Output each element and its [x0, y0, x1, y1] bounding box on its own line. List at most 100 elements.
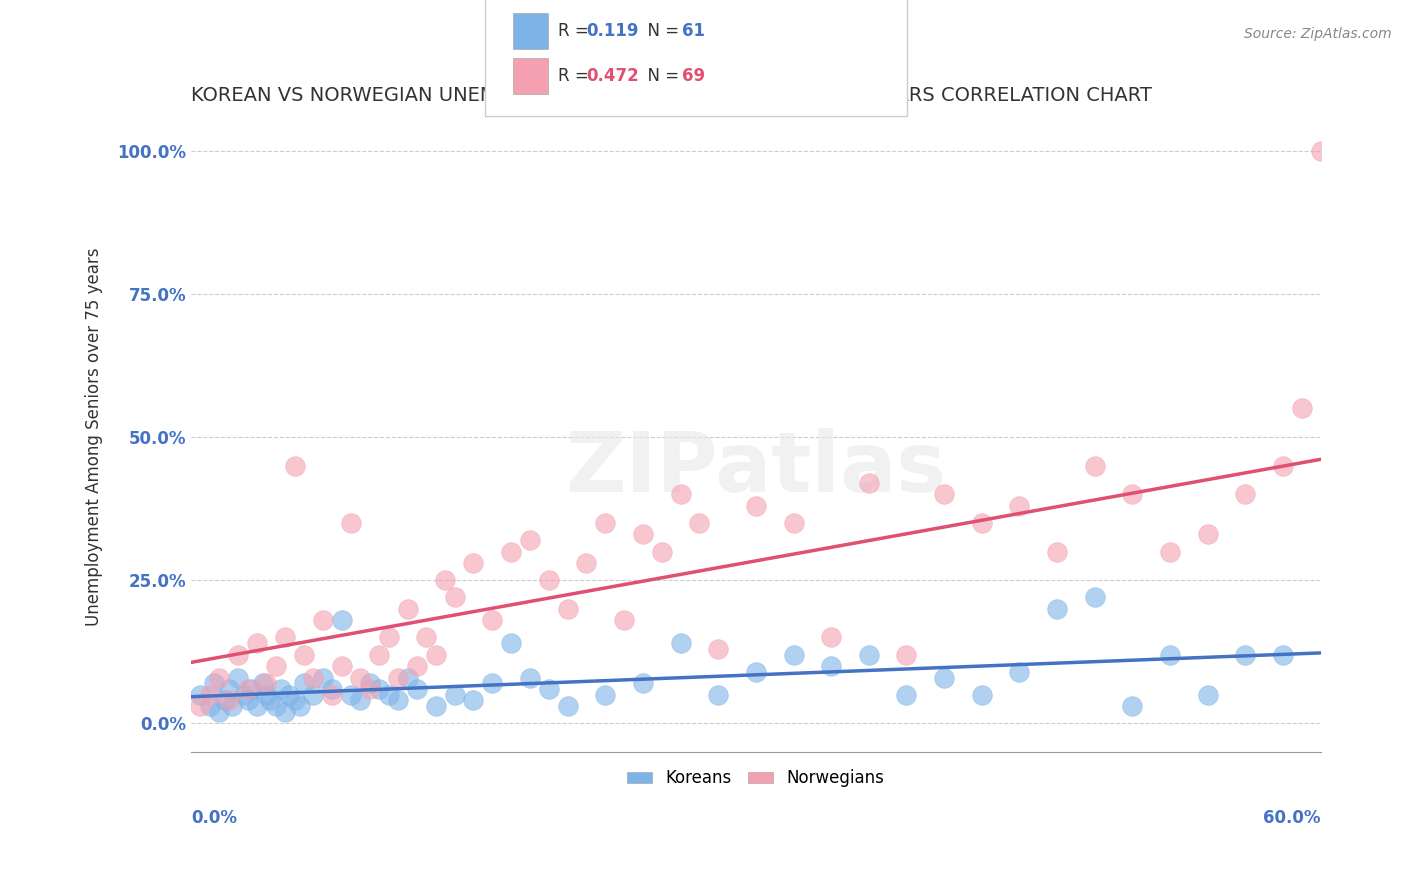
Point [501, 544, 523, 558]
Point [481, 676, 503, 690]
Point [1234, 487, 1257, 501]
Point [359, 681, 381, 696]
Point [425, 699, 447, 714]
Point [236, 693, 259, 707]
Point [226, 648, 249, 662]
Point [463, 693, 485, 707]
Point [820, 631, 842, 645]
Point [1385, 401, 1406, 416]
Point [557, 699, 579, 714]
Point [575, 556, 598, 570]
Point [387, 671, 409, 685]
Point [434, 573, 457, 587]
Text: ZIPatlas: ZIPatlas [565, 428, 946, 509]
Point [349, 693, 371, 707]
Point [302, 688, 325, 702]
Point [481, 613, 503, 627]
Point [321, 688, 343, 702]
Text: 69: 69 [682, 67, 704, 85]
Point [707, 641, 730, 656]
Point [270, 681, 292, 696]
Point [1367, 430, 1389, 444]
Point [274, 705, 297, 719]
Point [896, 688, 918, 702]
Point [820, 659, 842, 673]
Point [259, 693, 281, 707]
Point [254, 676, 277, 690]
Point [1197, 527, 1219, 541]
Point [226, 671, 249, 685]
Point [688, 516, 710, 530]
Point [669, 487, 692, 501]
Point [312, 671, 335, 685]
Point [1008, 499, 1031, 513]
Point [858, 648, 880, 662]
Point [340, 688, 363, 702]
Text: 0.119: 0.119 [586, 22, 638, 40]
Point [519, 671, 541, 685]
Point [368, 648, 391, 662]
Point [1291, 401, 1313, 416]
Point [254, 688, 277, 702]
Point [970, 516, 993, 530]
Point [302, 671, 325, 685]
Text: N =: N = [637, 22, 685, 40]
Point [330, 659, 353, 673]
Text: 61: 61 [682, 22, 704, 40]
Point [1309, 144, 1331, 158]
Point [264, 659, 287, 673]
Point [1084, 458, 1107, 473]
Point [1234, 648, 1257, 662]
Point [284, 458, 307, 473]
Point [1046, 544, 1069, 558]
Point [782, 648, 804, 662]
Point [593, 516, 616, 530]
Point [651, 544, 673, 558]
Point [312, 613, 335, 627]
Point [745, 665, 768, 679]
Point [1329, 144, 1351, 158]
Point [198, 699, 221, 714]
Point [1046, 602, 1069, 616]
Point [1272, 648, 1295, 662]
Point [359, 676, 381, 690]
Point [669, 636, 692, 650]
Legend: Koreans, Norwegians: Koreans, Norwegians [620, 763, 891, 794]
Point [252, 676, 274, 690]
Text: R =: R = [558, 67, 595, 85]
Point [349, 671, 371, 685]
Point [377, 631, 399, 645]
Point [970, 688, 993, 702]
Point [321, 681, 343, 696]
Point [934, 671, 956, 685]
Point [208, 705, 231, 719]
Text: 0.0%: 0.0% [191, 809, 238, 827]
Point [463, 556, 485, 570]
Point [1159, 648, 1181, 662]
Point [240, 681, 263, 696]
Point [292, 648, 315, 662]
Point [1403, 631, 1406, 645]
Point [934, 487, 956, 501]
Point [613, 613, 636, 627]
Point [246, 636, 269, 650]
Point [557, 602, 579, 616]
Point [443, 688, 465, 702]
Point [190, 688, 212, 702]
Point [218, 681, 240, 696]
Text: R =: R = [558, 22, 595, 40]
Point [264, 699, 287, 714]
Point [425, 648, 447, 662]
Point [406, 659, 429, 673]
Point [537, 681, 560, 696]
Point [896, 648, 918, 662]
Point [236, 681, 259, 696]
Text: 0.472: 0.472 [586, 67, 640, 85]
Point [782, 516, 804, 530]
Point [707, 688, 730, 702]
Point [274, 631, 297, 645]
Point [406, 681, 429, 696]
Point [1159, 544, 1181, 558]
Point [284, 693, 307, 707]
Text: 60.0%: 60.0% [1263, 809, 1320, 827]
